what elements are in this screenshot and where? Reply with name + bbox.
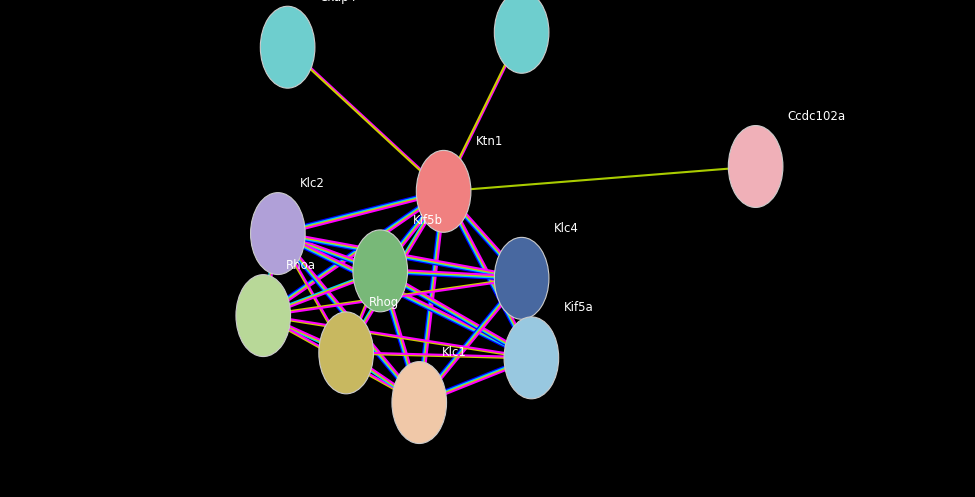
Text: Kif5b: Kif5b <box>412 214 443 228</box>
Text: Rhoa: Rhoa <box>286 259 316 272</box>
Text: Ccdc102a: Ccdc102a <box>788 110 846 123</box>
Text: Rhog: Rhog <box>369 296 399 310</box>
Text: Ktn1: Ktn1 <box>476 135 503 148</box>
Text: Klc4: Klc4 <box>554 222 579 235</box>
Text: Klc1: Klc1 <box>442 346 467 359</box>
Ellipse shape <box>236 275 291 356</box>
Text: Klc2: Klc2 <box>300 177 326 190</box>
Ellipse shape <box>392 362 447 443</box>
Ellipse shape <box>260 6 315 88</box>
Ellipse shape <box>494 238 549 319</box>
Ellipse shape <box>728 126 783 207</box>
Text: Kif5a: Kif5a <box>564 301 594 315</box>
Ellipse shape <box>319 312 373 394</box>
Ellipse shape <box>504 317 559 399</box>
Ellipse shape <box>416 151 471 232</box>
Text: Ckap4: Ckap4 <box>320 0 357 4</box>
Ellipse shape <box>494 0 549 73</box>
Ellipse shape <box>251 193 305 274</box>
Ellipse shape <box>353 230 408 312</box>
